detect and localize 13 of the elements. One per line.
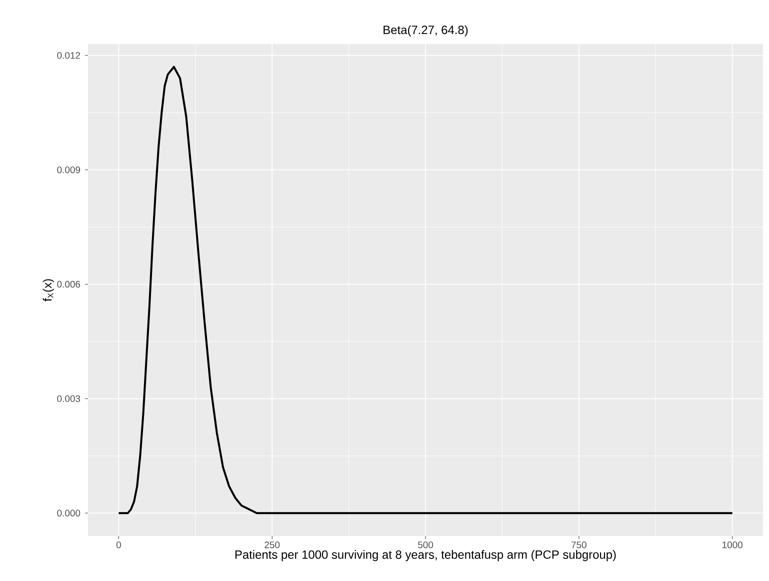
x-axis-title: Patients per 1000 surviving at 8 years, tebentafusp arm (PCP subgroup) [235,550,616,562]
y-tick-label: 0.006 [57,280,80,288]
x-tick-label: 1000 [722,542,742,548]
y-axis-title: f$_{X}$(x) [42,279,54,302]
y-tick-label: 0.009 [57,166,80,174]
x-tick-label: 750 [572,542,586,548]
y-tick-label: 0.000 [57,510,80,516]
x-tick-label: 500 [418,542,434,548]
chart-title: Beta(7.27, 64.8) [384,25,468,36]
y-tick-label: 0.012 [57,52,80,59]
x-tick-label: 0 [116,542,121,548]
y-tick-label: 0.003 [57,395,80,402]
x-tick-label: 250 [264,542,280,548]
